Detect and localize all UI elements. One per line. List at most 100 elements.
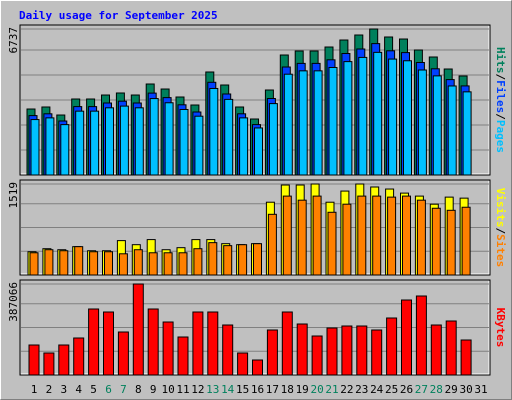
x-tick-label: 21 <box>325 383 338 396</box>
x-tick-label: 22 <box>340 383 353 396</box>
bar <box>417 69 427 176</box>
x-tick-label: 24 <box>370 383 384 396</box>
bar <box>179 108 189 176</box>
bar <box>223 245 233 276</box>
bar <box>104 251 113 276</box>
bar <box>373 51 383 176</box>
bar <box>386 317 398 376</box>
bar <box>194 115 204 176</box>
bar <box>281 311 293 376</box>
x-tick-label: 25 <box>385 383 398 396</box>
bar <box>89 251 99 276</box>
bar <box>117 331 129 376</box>
bar <box>402 195 411 276</box>
bar <box>105 107 114 176</box>
bar <box>343 61 353 176</box>
legend: Hits/Files/Pages <box>494 47 507 153</box>
x-tick-label: 26 <box>400 383 413 396</box>
bar <box>328 66 338 176</box>
bar <box>342 203 352 276</box>
bar <box>283 73 293 176</box>
bar <box>313 70 323 176</box>
bar <box>90 110 100 176</box>
bar <box>237 352 249 376</box>
bar <box>192 311 204 376</box>
x-tick-label: 3 <box>60 383 67 396</box>
x-tick-label: 5 <box>90 383 97 396</box>
x-tick-label: 9 <box>150 383 157 396</box>
x-tick-label: 27 <box>415 383 428 396</box>
bar <box>224 98 234 176</box>
bar <box>371 329 383 376</box>
bar <box>58 344 70 376</box>
y-tick-label: 1519 <box>7 182 20 209</box>
x-tick-label: 10 <box>161 383 174 396</box>
bar <box>103 311 114 376</box>
bar <box>45 117 55 176</box>
bar <box>162 321 174 376</box>
bar <box>358 56 368 176</box>
bar <box>178 252 188 276</box>
bar <box>132 283 144 376</box>
bar <box>372 195 382 276</box>
bar <box>148 252 158 276</box>
bar <box>446 209 456 276</box>
x-tick-label: 23 <box>355 383 368 396</box>
x-tick-label: 15 <box>236 383 249 396</box>
x-tick-label: 13 <box>206 383 219 396</box>
bar <box>73 337 85 376</box>
bar <box>222 324 234 376</box>
bar <box>193 248 203 276</box>
bar <box>461 206 471 276</box>
bar <box>432 75 442 176</box>
bar <box>208 242 218 276</box>
bar <box>388 58 398 176</box>
x-tick-label: 30 <box>459 383 472 396</box>
x-tick-label: 14 <box>221 383 235 396</box>
bar <box>312 195 322 276</box>
bar <box>460 339 472 376</box>
legend-separator: / <box>494 228 507 235</box>
x-tick-label: 2 <box>46 383 53 396</box>
bar <box>163 252 173 276</box>
x-tick-label: 8 <box>135 383 142 396</box>
bar <box>75 110 85 176</box>
bar <box>297 199 307 276</box>
bar <box>29 252 39 276</box>
bar <box>74 246 84 276</box>
bar <box>253 243 262 276</box>
bar <box>403 60 412 176</box>
bar <box>462 91 472 176</box>
bar <box>43 352 55 376</box>
legend-entry: Files <box>494 80 507 113</box>
panel-bevel <box>21 281 490 375</box>
bar <box>445 320 457 376</box>
bar <box>133 249 143 276</box>
bar <box>415 295 427 376</box>
legend-separator: / <box>494 74 507 81</box>
bar <box>430 324 442 376</box>
legend-separator: / <box>494 113 507 120</box>
bar <box>239 117 249 176</box>
bar <box>59 250 69 276</box>
legend-entry: Sites <box>494 234 507 267</box>
bar <box>416 199 426 276</box>
legend: Visits/Sites <box>494 188 507 268</box>
x-tick-label: 7 <box>120 383 127 396</box>
bar <box>60 124 70 176</box>
bar <box>149 98 159 176</box>
bar <box>327 211 337 276</box>
bar <box>207 311 219 376</box>
x-tick-label: 29 <box>445 383 458 396</box>
legend-entry: KBytes <box>494 308 507 348</box>
bar <box>296 323 308 376</box>
x-tick-label: 20 <box>310 383 323 396</box>
chart-title: Daily usage for September 2025 <box>19 9 218 22</box>
legend-entry: Hits <box>494 47 507 74</box>
legend: KBytes <box>494 308 507 348</box>
x-tick-label: 17 <box>266 383 279 396</box>
bar <box>177 336 189 376</box>
bar <box>431 207 441 276</box>
legend-entry: Visits <box>494 188 507 228</box>
